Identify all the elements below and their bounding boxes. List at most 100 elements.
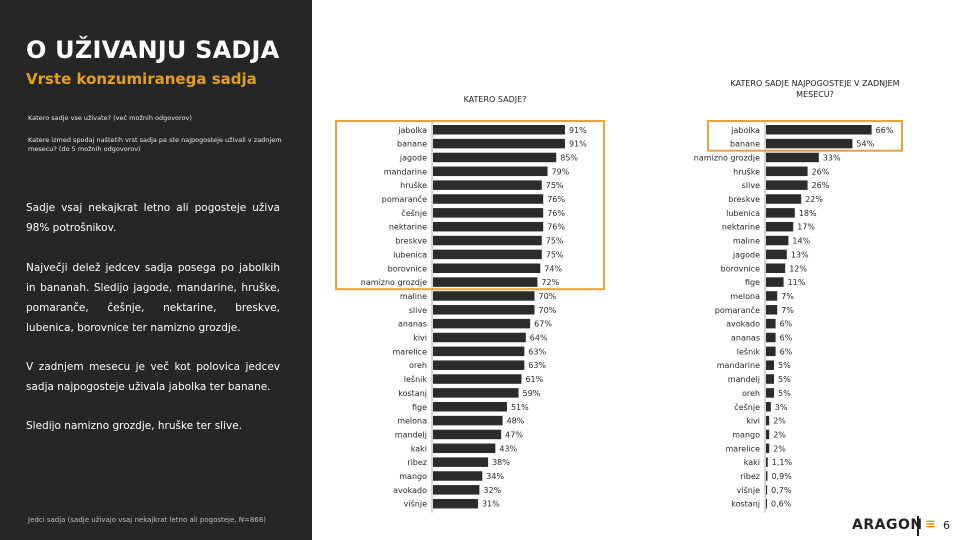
category-label: kostanj — [731, 500, 760, 509]
value-label: 26% — [812, 167, 830, 176]
highlight-frame — [707, 120, 903, 152]
category-label: kostanj — [398, 389, 427, 398]
value-label: 70% — [539, 292, 557, 301]
category-label: višnje — [404, 499, 427, 509]
bar — [433, 125, 565, 135]
bar — [766, 166, 808, 177]
value-label: 31% — [482, 500, 500, 509]
bar — [433, 429, 502, 440]
highlight-frame — [335, 120, 605, 291]
value-label: 75% — [546, 181, 564, 190]
value-label: 70% — [539, 306, 557, 315]
left-panel: O UŽIVANJU SADJA Vrste konzumiranega sad… — [0, 0, 312, 540]
bar — [766, 374, 774, 384]
value-label: 5% — [778, 389, 791, 398]
value-label: 66% — [876, 126, 894, 135]
value-label: 14% — [792, 237, 810, 246]
bar — [766, 429, 770, 440]
category-label: maline — [733, 237, 760, 246]
bar — [433, 498, 478, 509]
value-label: 85% — [560, 153, 578, 162]
value-label: 5% — [778, 375, 791, 384]
value-label: 7% — [781, 306, 794, 315]
value-label: 76% — [547, 209, 565, 218]
summary-paragraph-3: V zadnjem mesecu je več kot polovica jed… — [26, 361, 280, 393]
page-number: 6 — [943, 519, 950, 532]
category-label: kivi — [413, 334, 427, 343]
chart2-title: KATERO SADJE NAJPOGOSTEJE V ZADNJEM MESE… — [730, 79, 900, 99]
bar — [766, 360, 774, 370]
category-label: mango — [732, 430, 760, 439]
bar — [433, 360, 525, 370]
bar — [766, 457, 768, 467]
bar — [766, 194, 802, 204]
value-label: 0,6% — [771, 500, 792, 509]
value-label: 22% — [805, 195, 823, 204]
bar — [433, 346, 525, 357]
bar — [766, 180, 808, 190]
bar — [766, 443, 770, 454]
category-label: maline — [400, 292, 427, 301]
category-label: češnje — [401, 208, 427, 218]
category-label: lubenica — [726, 209, 760, 218]
category-label: breskve — [728, 195, 760, 204]
bar — [433, 388, 519, 398]
bar — [433, 208, 544, 218]
bar — [766, 388, 774, 398]
bar — [766, 415, 770, 426]
value-label: 63% — [528, 361, 546, 370]
category-label: fige — [412, 403, 427, 412]
bar — [433, 415, 503, 426]
value-label: 54% — [856, 140, 874, 149]
bar — [433, 194, 544, 204]
bar — [766, 208, 795, 218]
bar — [433, 263, 541, 273]
value-label: 0,7% — [771, 486, 792, 495]
bar — [766, 332, 776, 343]
category-label: banane — [397, 140, 427, 149]
category-label: oreh — [409, 361, 427, 370]
bar — [766, 291, 778, 301]
value-label: 63% — [528, 347, 546, 356]
bar — [766, 263, 786, 273]
bar — [766, 346, 776, 357]
category-label: kaki — [411, 444, 427, 453]
bar — [433, 291, 535, 301]
bar — [766, 152, 819, 163]
value-label: 1,1% — [772, 458, 793, 467]
bar — [433, 180, 542, 190]
sample-note: Jedci sadja (sadje uživajo vsaj nekajkra… — [28, 516, 266, 524]
chart-most-frequent-fruit: jabolka 66% banane 54% namizno grozdje 33% hru… — [694, 120, 903, 513]
category-label: namizno grozdje — [694, 153, 760, 162]
bar — [433, 332, 526, 343]
bar — [433, 402, 507, 412]
value-label: 75% — [546, 237, 564, 246]
category-label: jagode — [732, 250, 760, 259]
value-label: 26% — [812, 181, 830, 190]
value-label: 6% — [780, 334, 793, 343]
value-label: 2% — [773, 444, 786, 453]
category-label: jabolka — [730, 126, 760, 135]
category-label: mango — [399, 472, 427, 481]
logo-divider — [917, 516, 919, 536]
bar — [433, 166, 548, 177]
value-label: 61% — [525, 375, 543, 384]
bar — [766, 249, 787, 260]
category-label: marelice — [393, 347, 428, 356]
category-label: avokado — [393, 486, 427, 495]
category-label: hruške — [733, 166, 760, 176]
value-label: 6% — [780, 320, 793, 329]
category-label: slive — [742, 181, 760, 190]
value-label: 67% — [534, 320, 552, 329]
category-label: nektarine — [389, 223, 427, 232]
value-label: 6% — [780, 347, 793, 356]
bar — [433, 249, 542, 260]
bar — [433, 318, 531, 329]
category-label: oreh — [742, 389, 760, 398]
value-label: 74% — [544, 264, 562, 273]
bar — [433, 485, 480, 495]
category-label: marelice — [726, 444, 761, 453]
aragon-logo: ARAGON — [852, 517, 923, 533]
bar — [433, 221, 544, 232]
bar — [433, 277, 538, 287]
